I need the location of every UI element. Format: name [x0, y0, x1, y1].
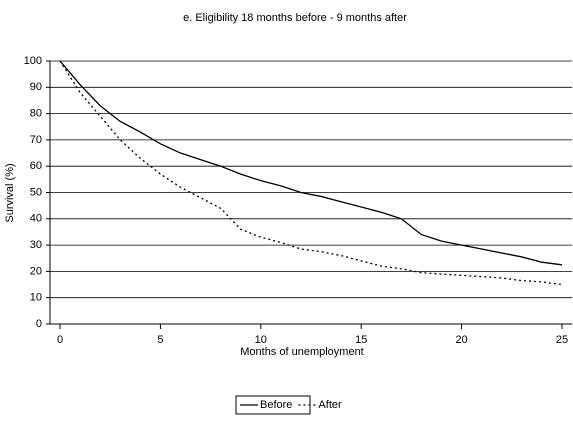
x-tick-label: 25: [556, 334, 568, 346]
y-tick-label: 90: [30, 81, 42, 93]
y-tick-label: 0: [36, 318, 42, 330]
series-line: [59, 60, 563, 266]
y-tick-label: 70: [30, 134, 42, 146]
y-tick-label: 50: [30, 186, 42, 198]
x-tick-label: 5: [157, 334, 163, 346]
y-tick-label: 100: [24, 55, 42, 67]
y-tick-label: 10: [30, 292, 42, 304]
y-tick-label: 80: [30, 108, 42, 120]
legend-label: After: [318, 399, 342, 411]
chart-title: e. Eligibility 18 months before - 9 mont…: [183, 12, 407, 24]
x-tick-label: 15: [355, 334, 367, 346]
x-axis-label: Months of unemployment: [240, 346, 364, 358]
y-axis-label: Survival (%): [4, 163, 16, 222]
y-tick-label: 30: [30, 239, 42, 251]
y-tick-label: 60: [30, 160, 42, 172]
series-line: [59, 60, 563, 286]
legend-label: Before: [260, 399, 292, 411]
y-tick-label: 40: [30, 213, 42, 225]
x-tick-label: 0: [57, 334, 63, 346]
y-tick-label: 20: [30, 265, 42, 277]
x-tick-label: 10: [255, 334, 267, 346]
x-tick-label: 20: [455, 334, 467, 346]
